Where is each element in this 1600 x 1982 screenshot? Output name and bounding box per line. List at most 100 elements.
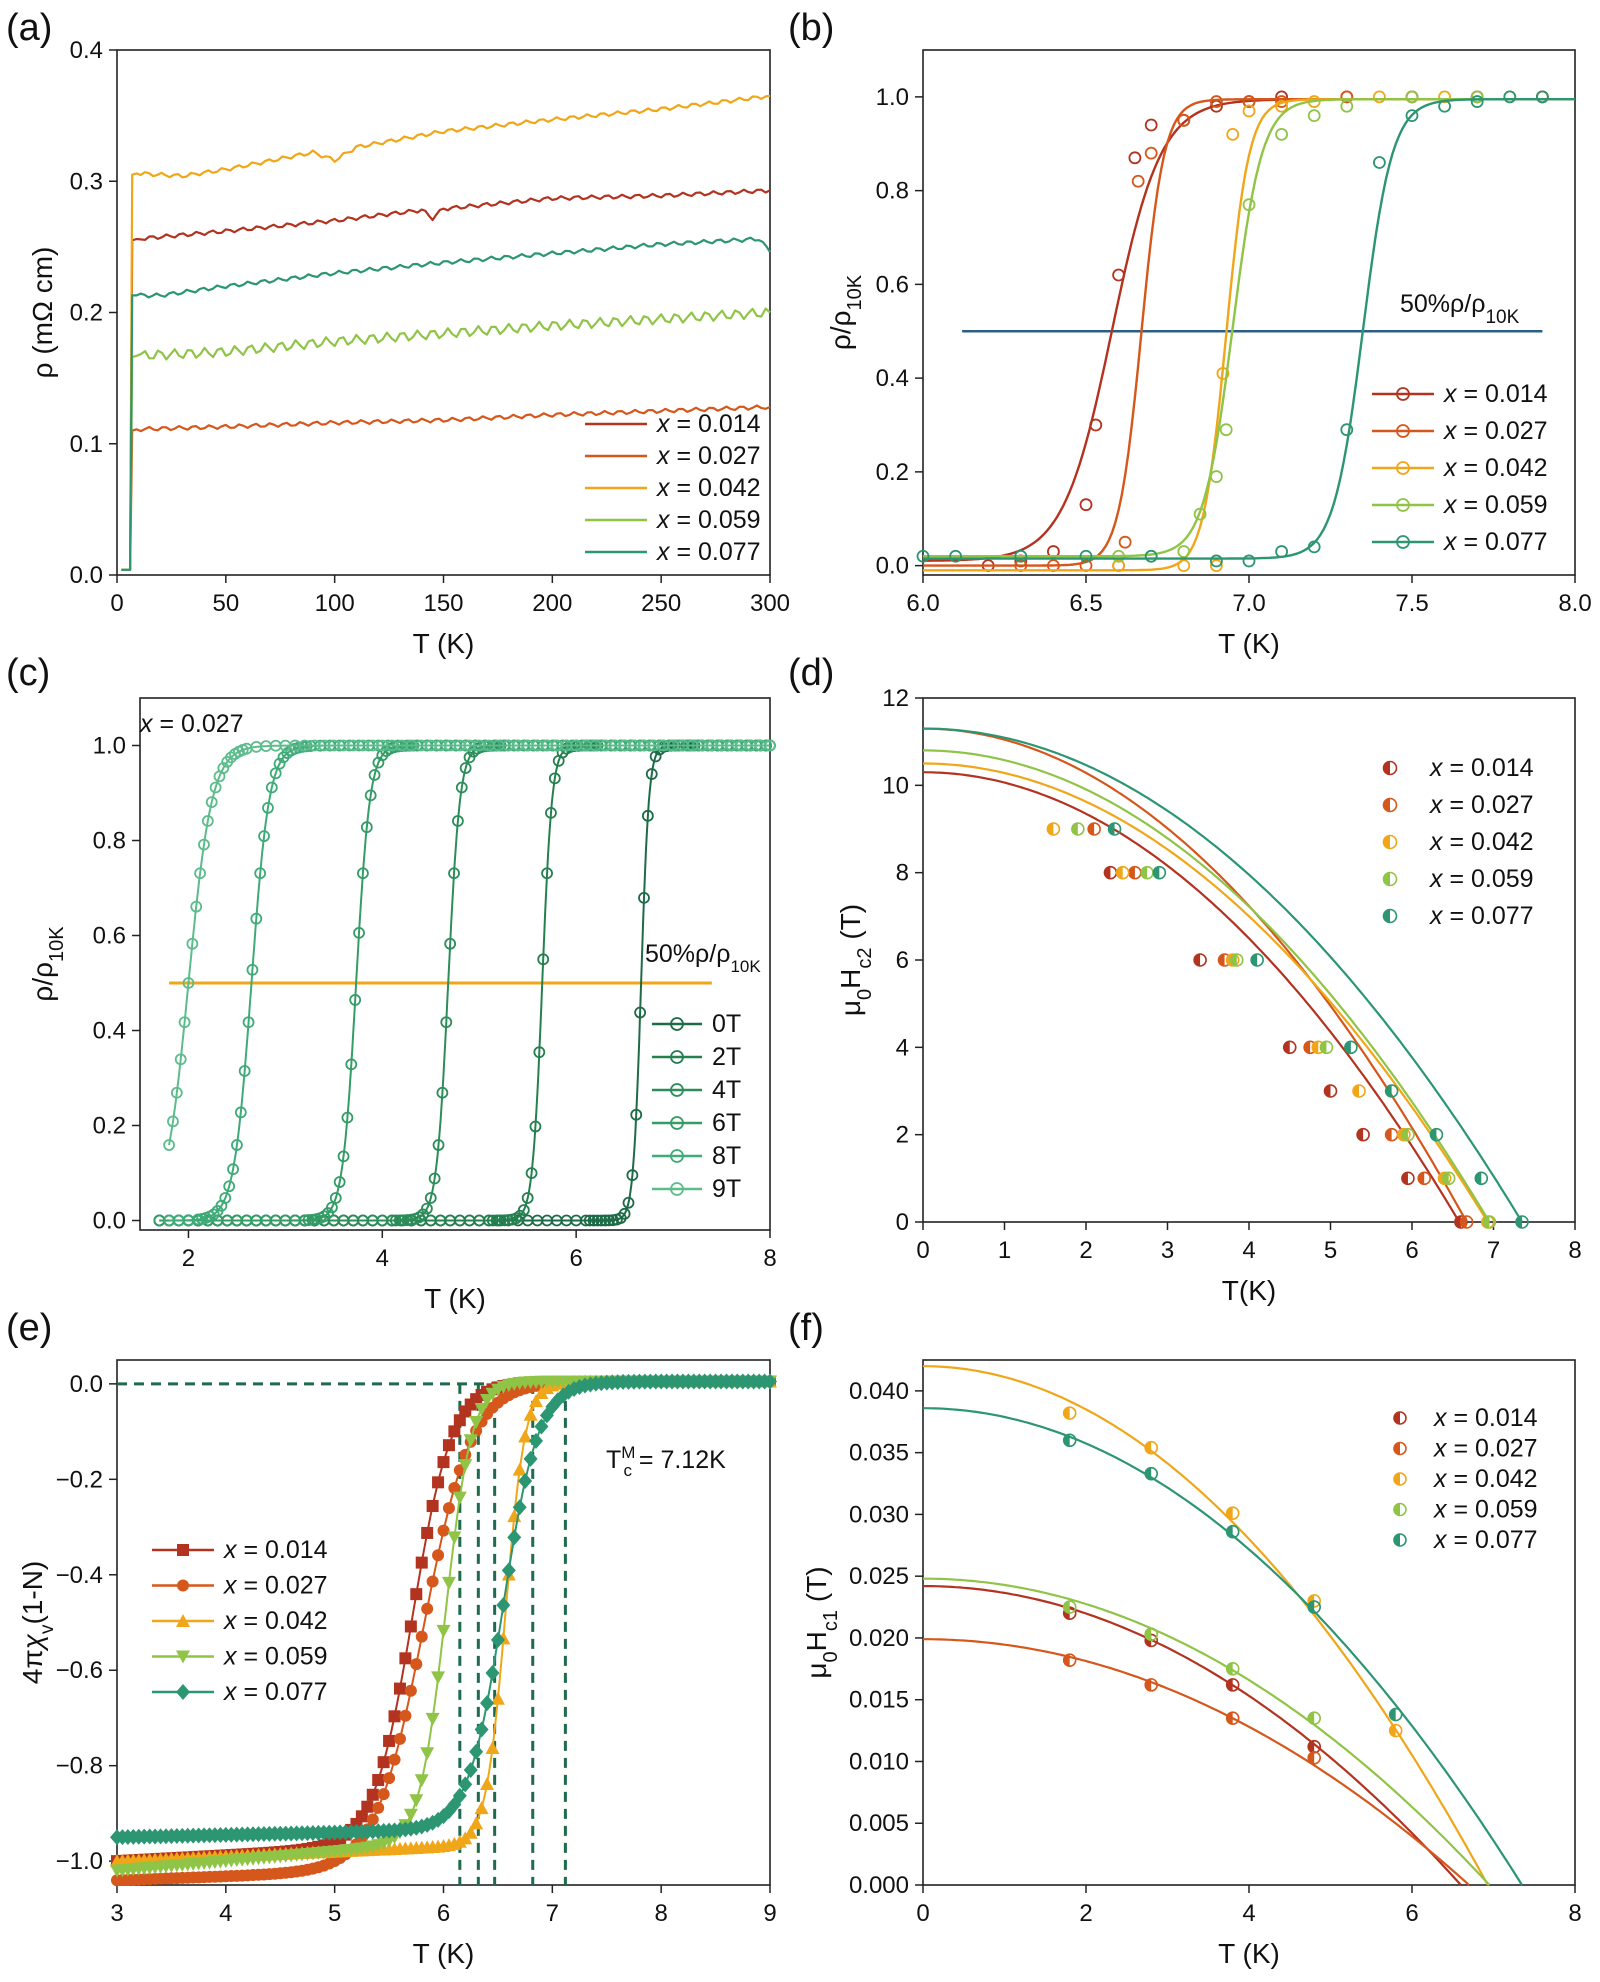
data-point	[458, 1459, 473, 1473]
legend-marker	[1396, 535, 1410, 549]
data-point	[1225, 1711, 1240, 1726]
marker-outline	[1401, 1127, 1415, 1142]
legend-label: x = 0.014	[656, 410, 761, 438]
legend-marker	[1396, 387, 1410, 401]
legend-label: x = 0.077	[1433, 1526, 1538, 1554]
x-tick-label: 8	[1568, 1900, 1581, 1927]
data-point	[404, 1684, 417, 1697]
data-point	[763, 1373, 777, 1390]
data-point	[630, 1108, 643, 1121]
panel-b: (b) 6.0 6.5 7.0 7.5 8.0 0.0 0.2 0.4 0.6 0.8 1.0 T (K…	[788, 7, 1592, 659]
marker-outline	[1144, 1627, 1158, 1642]
data-point	[1536, 90, 1549, 104]
data-point	[1405, 90, 1419, 104]
legend-label: x = 0.042	[1429, 828, 1534, 856]
data-point	[302, 1214, 315, 1226]
marker-outline	[1454, 1215, 1468, 1229]
data-point	[1144, 146, 1158, 160]
legend-marker	[670, 1017, 684, 1031]
data-point	[1225, 1662, 1240, 1676]
marker-outline	[1062, 1433, 1077, 1448]
legend-marker	[1382, 797, 1398, 813]
legend-label: x = 0.027	[656, 442, 761, 470]
marker-outline	[1384, 1084, 1399, 1098]
whh-fit-0077	[923, 727, 1523, 1223]
data-point	[458, 1776, 473, 1793]
x-axis-label: T (K)	[1218, 1938, 1280, 1969]
data-point	[1128, 865, 1142, 880]
data-point	[1089, 418, 1103, 432]
x-tick-label: 7	[1487, 1237, 1500, 1264]
data-point	[223, 1180, 236, 1193]
data-point	[326, 1201, 338, 1214]
data-point	[1103, 865, 1118, 880]
data-point	[1177, 545, 1191, 558]
data-point	[426, 1500, 439, 1513]
y-tick-label: −0.8	[56, 1753, 103, 1780]
data-point	[366, 1813, 379, 1826]
x-tick-label: 8.0	[1558, 590, 1591, 617]
data-point	[1193, 507, 1207, 521]
series-line-0014	[121, 188, 771, 571]
data-point	[1219, 423, 1233, 437]
data-point	[529, 1432, 544, 1449]
data-point	[1144, 1678, 1158, 1692]
data-point	[448, 867, 460, 880]
marker-outline	[1307, 1711, 1321, 1726]
panel-label: (d)	[788, 652, 834, 694]
data-point	[1438, 99, 1451, 113]
data-point	[1062, 1433, 1077, 1448]
data-point	[541, 867, 553, 880]
data-point	[1225, 1524, 1240, 1539]
x-tick-label: 7	[546, 1900, 559, 1927]
data-point	[517, 1204, 530, 1217]
marker-outline	[1482, 1215, 1497, 1229]
data-point	[393, 1732, 406, 1745]
data-point	[421, 1602, 434, 1615]
panel-f: (f) 0 2 4 6 8 0.000 0.005 0.010 0.015 0.020 0.025 0.…	[788, 1307, 1582, 1969]
data-point	[512, 1499, 527, 1516]
legend-label: x = 0.042	[1433, 1465, 1538, 1493]
marker-outline	[1282, 1040, 1297, 1055]
data-point	[1250, 953, 1264, 967]
data-point	[490, 1691, 505, 1705]
data-point	[431, 1671, 446, 1685]
data-point	[469, 1415, 484, 1429]
data-point	[442, 1439, 455, 1452]
marker-outline	[1071, 822, 1085, 836]
data-point	[1323, 1084, 1338, 1098]
legend-label: x = 0.077	[223, 1678, 328, 1706]
y-tick-label: 0.3	[70, 168, 103, 195]
data-point	[393, 1214, 406, 1227]
marker-outline	[1388, 1723, 1403, 1738]
data-point	[1454, 1215, 1468, 1229]
whh-fit-0042	[923, 762, 1489, 1223]
x-axis-label: T (K)	[413, 628, 475, 659]
whh-fit-0014	[922, 771, 1461, 1223]
data-point	[333, 1176, 346, 1188]
marker-outline	[1307, 1600, 1321, 1614]
marker-outline	[1225, 953, 1240, 967]
data-point	[1405, 109, 1419, 123]
legend-label: 4T	[712, 1076, 741, 1104]
marker-outline	[1250, 953, 1264, 967]
y-tick-label: 0.6	[876, 271, 909, 298]
data-point	[432, 1549, 445, 1562]
y-tick-label: −1.0	[56, 1848, 103, 1875]
y-tick-label: 0.2	[93, 1113, 126, 1140]
y-tick-label: 10	[882, 772, 909, 799]
y-tick-label: 0.4	[70, 37, 103, 64]
legend-marker	[177, 1579, 189, 1592]
data-point	[634, 1006, 647, 1019]
data-point	[273, 757, 286, 770]
data-point	[167, 1115, 179, 1128]
marker-outline	[1382, 797, 1398, 813]
panel-label: (a)	[6, 7, 52, 49]
data-point	[357, 867, 369, 880]
data-point	[498, 1214, 511, 1227]
x-tick-label: 8	[1568, 1237, 1581, 1264]
data-point	[1144, 118, 1158, 132]
legend-marker	[1393, 1441, 1407, 1456]
x-tick-label: 4	[1242, 1900, 1255, 1927]
